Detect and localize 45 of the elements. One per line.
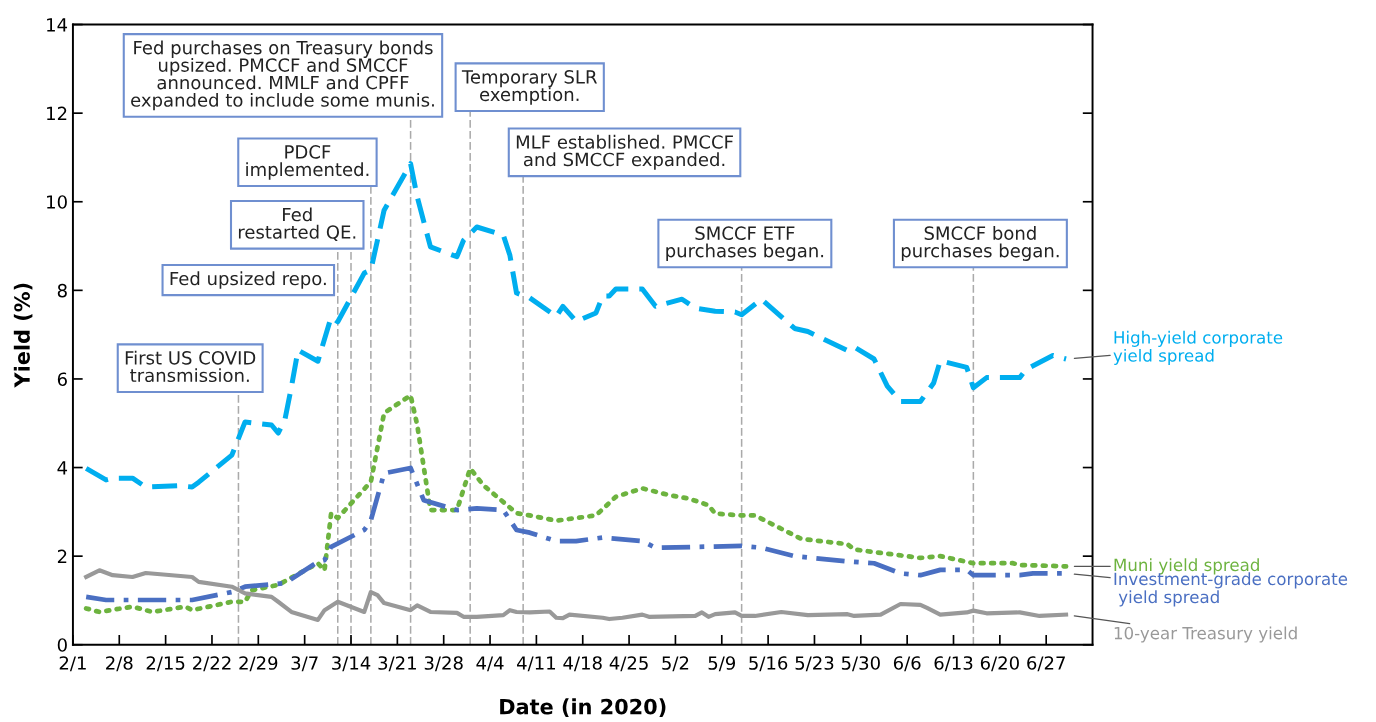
annotation: First US COVID transmission. (125, 350, 256, 383)
text: High-yield corporate yield spread (1113, 330, 1283, 366)
x-tick-label: 2/1 (59, 656, 86, 672)
y-tick-label: 2 (57, 549, 67, 564)
y-axis-title: Yield (%) (13, 283, 33, 388)
x-tick-label: 5/23 (795, 656, 834, 672)
y-tick-label: 0 (57, 638, 67, 652)
x-tick-label: 3/7 (291, 656, 318, 672)
y-tick-label: 4 (57, 461, 68, 475)
x-tick-label: 2/29 (239, 656, 278, 672)
x-tick-label: 3/14 (332, 656, 371, 672)
annotation: SMCCF ETF purchases began. (666, 226, 824, 261)
x-tick-label: 5/9 (708, 656, 736, 672)
x-tick-label: 5/30 (841, 656, 880, 672)
line-series (83, 392, 1069, 615)
x-tick-label: 6/13 (934, 656, 973, 672)
x-tick-label: 4/4 (476, 656, 504, 672)
x-tick-label: 2/15 (146, 656, 185, 672)
x-tick-label: 5/16 (749, 656, 788, 672)
text: 10-year Treasury yield (1114, 626, 1297, 643)
x-tick-label: 4/25 (609, 656, 648, 672)
x-tick-label: 5/2 (662, 656, 689, 672)
y-tick-label: 8 (57, 283, 67, 298)
annotation: SMCCF bond purchases began. (901, 226, 1059, 261)
annotation: Fed upsized repo. (170, 271, 326, 289)
annotation: PDCF implemented. (246, 145, 369, 180)
y-tick-label: 10 (47, 195, 67, 209)
x-tick-label: 4/18 (563, 656, 602, 672)
x-tick-label: 6/6 (893, 656, 921, 672)
y-tick-label: 6 (57, 372, 67, 387)
x-tick-label: 4/11 (517, 656, 555, 672)
x-tick-label: 3/28 (424, 656, 463, 672)
annotation: Temporary SLR exemption. (461, 70, 597, 105)
x-tick-label: 6/20 (980, 656, 1019, 672)
x-tick-label: 6/27 (1027, 656, 1065, 672)
line-series (84, 568, 1069, 623)
annotation: Fed restarted QE. (238, 207, 356, 241)
x-tick-label: 2/8 (106, 656, 133, 672)
x-tick-label: 2/22 (193, 656, 231, 672)
annotation: MLF established. PMCCF and SMCCF expanded. (516, 134, 733, 170)
y-tick-label: 12 (47, 106, 67, 121)
y-tick-label: 14 (47, 18, 68, 32)
x-tick-label: 3/21 (378, 656, 416, 672)
annotation: Fed purchases on Treasury bonds upsized. PMCCF and SMCCF announced. MMLF and CPFF expanded to include some munis. (131, 40, 434, 111)
x-axis-title: Date (in 2020) (500, 698, 666, 717)
